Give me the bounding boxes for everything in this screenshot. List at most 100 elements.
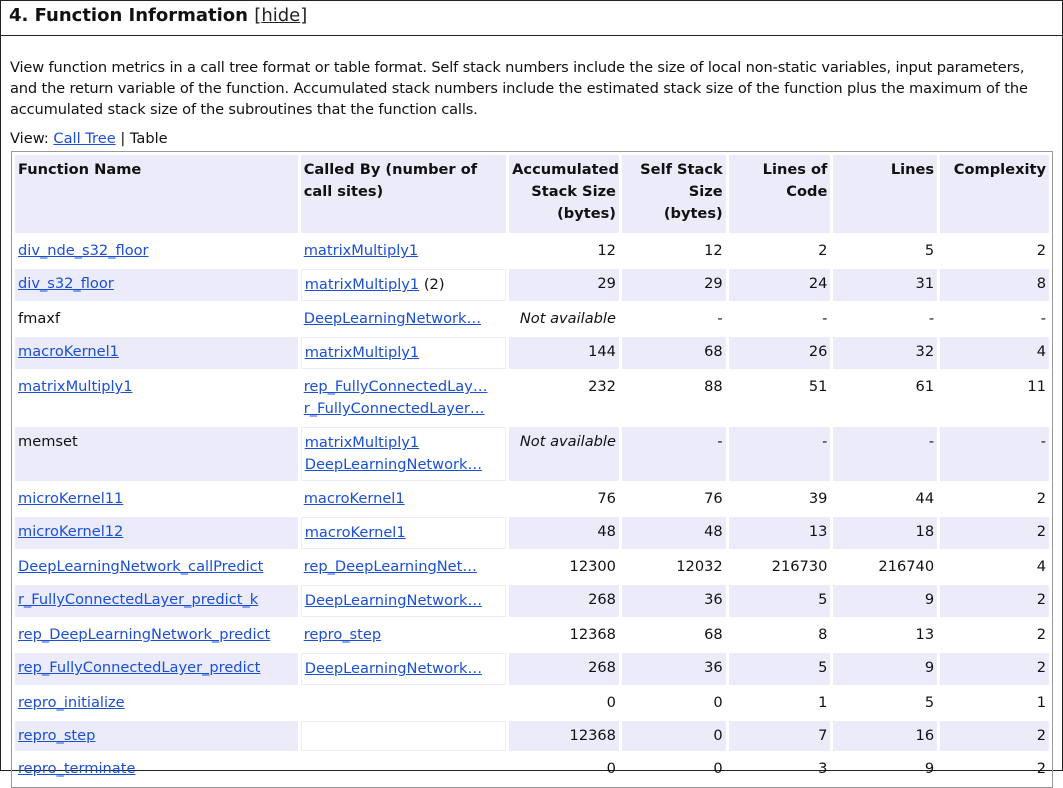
caller-link[interactable]: rep_DeepLearningNet…	[303, 558, 477, 575]
function-name: memset	[18, 433, 78, 450]
table-row: matrixMultiply1 rep_FullyConnectedLay… r_F…	[15, 372, 1049, 424]
view-separator: |	[120, 130, 126, 147]
accumulated-stack-cell: 12300	[569, 558, 616, 575]
self-stack-cell: 12032	[676, 558, 723, 575]
lines-of-code-cell: 13	[728, 517, 831, 549]
caller-link[interactable]: rep_FullyConnectedLay…	[303, 378, 488, 395]
function-link[interactable]: r_FullyConnectedLayer_predict_k	[18, 591, 259, 608]
accumulated-stack-cell: 0	[606, 694, 616, 711]
header-lines-of-code: Lines of Code	[728, 155, 831, 233]
function-link[interactable]: div_s32_floor	[18, 275, 114, 292]
lines-of-code-cell: 7	[728, 721, 831, 751]
section-title: 4. Function Information [hide]	[9, 5, 308, 26]
complexity-cell: 4	[1036, 558, 1046, 575]
lines-cell: 216740	[878, 558, 935, 575]
function-link[interactable]: div_nde_s32_floor	[18, 242, 149, 259]
called-by-cell: matrixMultiply1	[301, 236, 506, 266]
caller-link[interactable]: matrixMultiply1	[304, 434, 420, 451]
lines-cell: -	[928, 310, 935, 327]
caller-link[interactable]: DeepLearningNetwork…	[303, 310, 482, 327]
caller-link[interactable]: DeepLearningNetwork…	[304, 456, 483, 473]
caller-link[interactable]: r_FullyConnectedLayer…	[303, 400, 485, 417]
function-name-cell: div_s32_floor	[15, 269, 298, 301]
function-link[interactable]: repro_terminate	[18, 760, 136, 777]
complexity-cell: 2	[940, 585, 1049, 617]
lines-of-code-cell: 8	[818, 626, 828, 643]
self-stack-cell: 76	[704, 490, 723, 507]
lines-cell: 13	[915, 626, 935, 643]
accumulated-stack-cell: Not available	[509, 427, 619, 481]
table-row: fmaxf DeepLearningNetwork… Not available - -…	[15, 304, 1049, 334]
self-stack-cell: 12	[704, 242, 723, 259]
function-link[interactable]: rep_FullyConnectedLayer_predict	[18, 659, 261, 676]
lines-of-code-cell: 2	[818, 242, 828, 259]
table-view-label: Table	[129, 130, 168, 147]
lines-of-code-cell: -	[728, 427, 831, 481]
complexity-cell: 4	[940, 337, 1049, 369]
hide-link[interactable]: hide	[261, 5, 301, 26]
lines-cell: 9	[924, 760, 935, 777]
caller-link[interactable]: repro_step	[303, 626, 382, 643]
function-link[interactable]: microKernel12	[18, 523, 124, 540]
self-stack-cell: 0	[621, 721, 726, 751]
header-self-stack: Self Stack Size (bytes)	[621, 155, 726, 233]
function-link[interactable]: rep_DeepLearningNetwork_predict	[18, 626, 271, 643]
self-stack-cell: 88	[704, 378, 723, 395]
caller-link[interactable]: DeepLearningNetwork…	[304, 660, 483, 677]
lines-of-code-cell: 1	[818, 694, 828, 711]
complexity-cell: -	[1040, 310, 1046, 327]
table-row: rep_DeepLearningNetwork_predict repro_ste…	[15, 620, 1049, 650]
function-link[interactable]: repro_step	[18, 727, 96, 744]
function-link[interactable]: matrixMultiply1	[18, 378, 133, 395]
lines-of-code-cell: 3	[818, 760, 828, 777]
accumulated-stack-cell: 48	[509, 517, 619, 549]
table-row: r_FullyConnectedLayer_predict_k DeepLearn…	[15, 585, 1049, 617]
lines-cell: 32	[833, 337, 938, 369]
caller-link[interactable]: DeepLearningNetwork…	[304, 592, 483, 609]
complexity-cell: 2	[1036, 626, 1046, 643]
table-row: repro_initialize 0 0 1 5 1	[15, 688, 1049, 718]
table-row: repro_step 12368 0 7 16 2	[15, 721, 1049, 751]
call-tree-link[interactable]: Call Tree	[53, 130, 116, 147]
function-link[interactable]: DeepLearningNetwork_callPredict	[18, 558, 264, 575]
called-by-cell	[301, 688, 506, 718]
called-by-cell: DeepLearningNetwork…	[300, 585, 507, 617]
accumulated-stack-cell: 0	[606, 760, 616, 777]
view-switcher: View: Call Tree | Table	[10, 130, 168, 147]
table-row: repro_terminate 0 0 3 9 2	[15, 754, 1049, 784]
function-name-cell: matrixMultiply1	[15, 372, 298, 424]
self-stack-cell: 36	[621, 653, 726, 685]
lines-cell: 16	[833, 721, 938, 751]
function-link[interactable]: microKernel11	[18, 490, 124, 507]
function-name-cell: r_FullyConnectedLayer_predict_k	[15, 585, 298, 617]
self-stack-cell: -	[621, 427, 726, 481]
called-by-cell: matrixMultiply1	[300, 337, 507, 369]
complexity-cell: 8	[940, 269, 1049, 301]
function-name-cell: macroKernel1	[15, 337, 298, 369]
complexity-cell: 2	[1036, 760, 1046, 777]
table-row: rep_FullyConnectedLayer_predict DeepLearn…	[15, 653, 1049, 685]
complexity-cell: 11	[1027, 378, 1046, 395]
header-called-by: Called By (number of call sites)	[300, 155, 507, 233]
caller-link[interactable]: matrixMultiply1	[304, 276, 420, 293]
function-table: Function Name Called By (number of call s…	[11, 151, 1053, 788]
caller-link[interactable]: macroKernel1	[304, 524, 406, 541]
table-row: DeepLearningNetwork_callPredict rep_DeepL…	[15, 552, 1049, 582]
called-by-cell: matrixMultiply1 DeepLearningNetwork…	[300, 427, 507, 481]
complexity-cell: 1	[1036, 694, 1046, 711]
call-site-count: (2)	[423, 276, 445, 293]
self-stack-cell: 68	[621, 337, 726, 369]
called-by-cell: rep_FullyConnectedLay… r_FullyConnectedLa…	[301, 372, 506, 424]
lines-cell: 61	[915, 378, 935, 395]
function-link[interactable]: repro_initialize	[18, 694, 125, 711]
caller-link[interactable]: matrixMultiply1	[303, 242, 419, 259]
function-name-cell: repro_step	[15, 721, 298, 751]
lines-of-code-cell: -	[822, 310, 828, 327]
function-link[interactable]: macroKernel1	[18, 343, 119, 360]
caller-link[interactable]: macroKernel1	[303, 490, 405, 507]
accumulated-stack-cell: 12368	[569, 626, 616, 643]
caller-link[interactable]: matrixMultiply1	[304, 344, 420, 361]
lines-of-code-cell: 39	[808, 490, 828, 507]
lines-of-code-cell: 5	[728, 585, 831, 617]
view-label: View:	[10, 130, 49, 147]
